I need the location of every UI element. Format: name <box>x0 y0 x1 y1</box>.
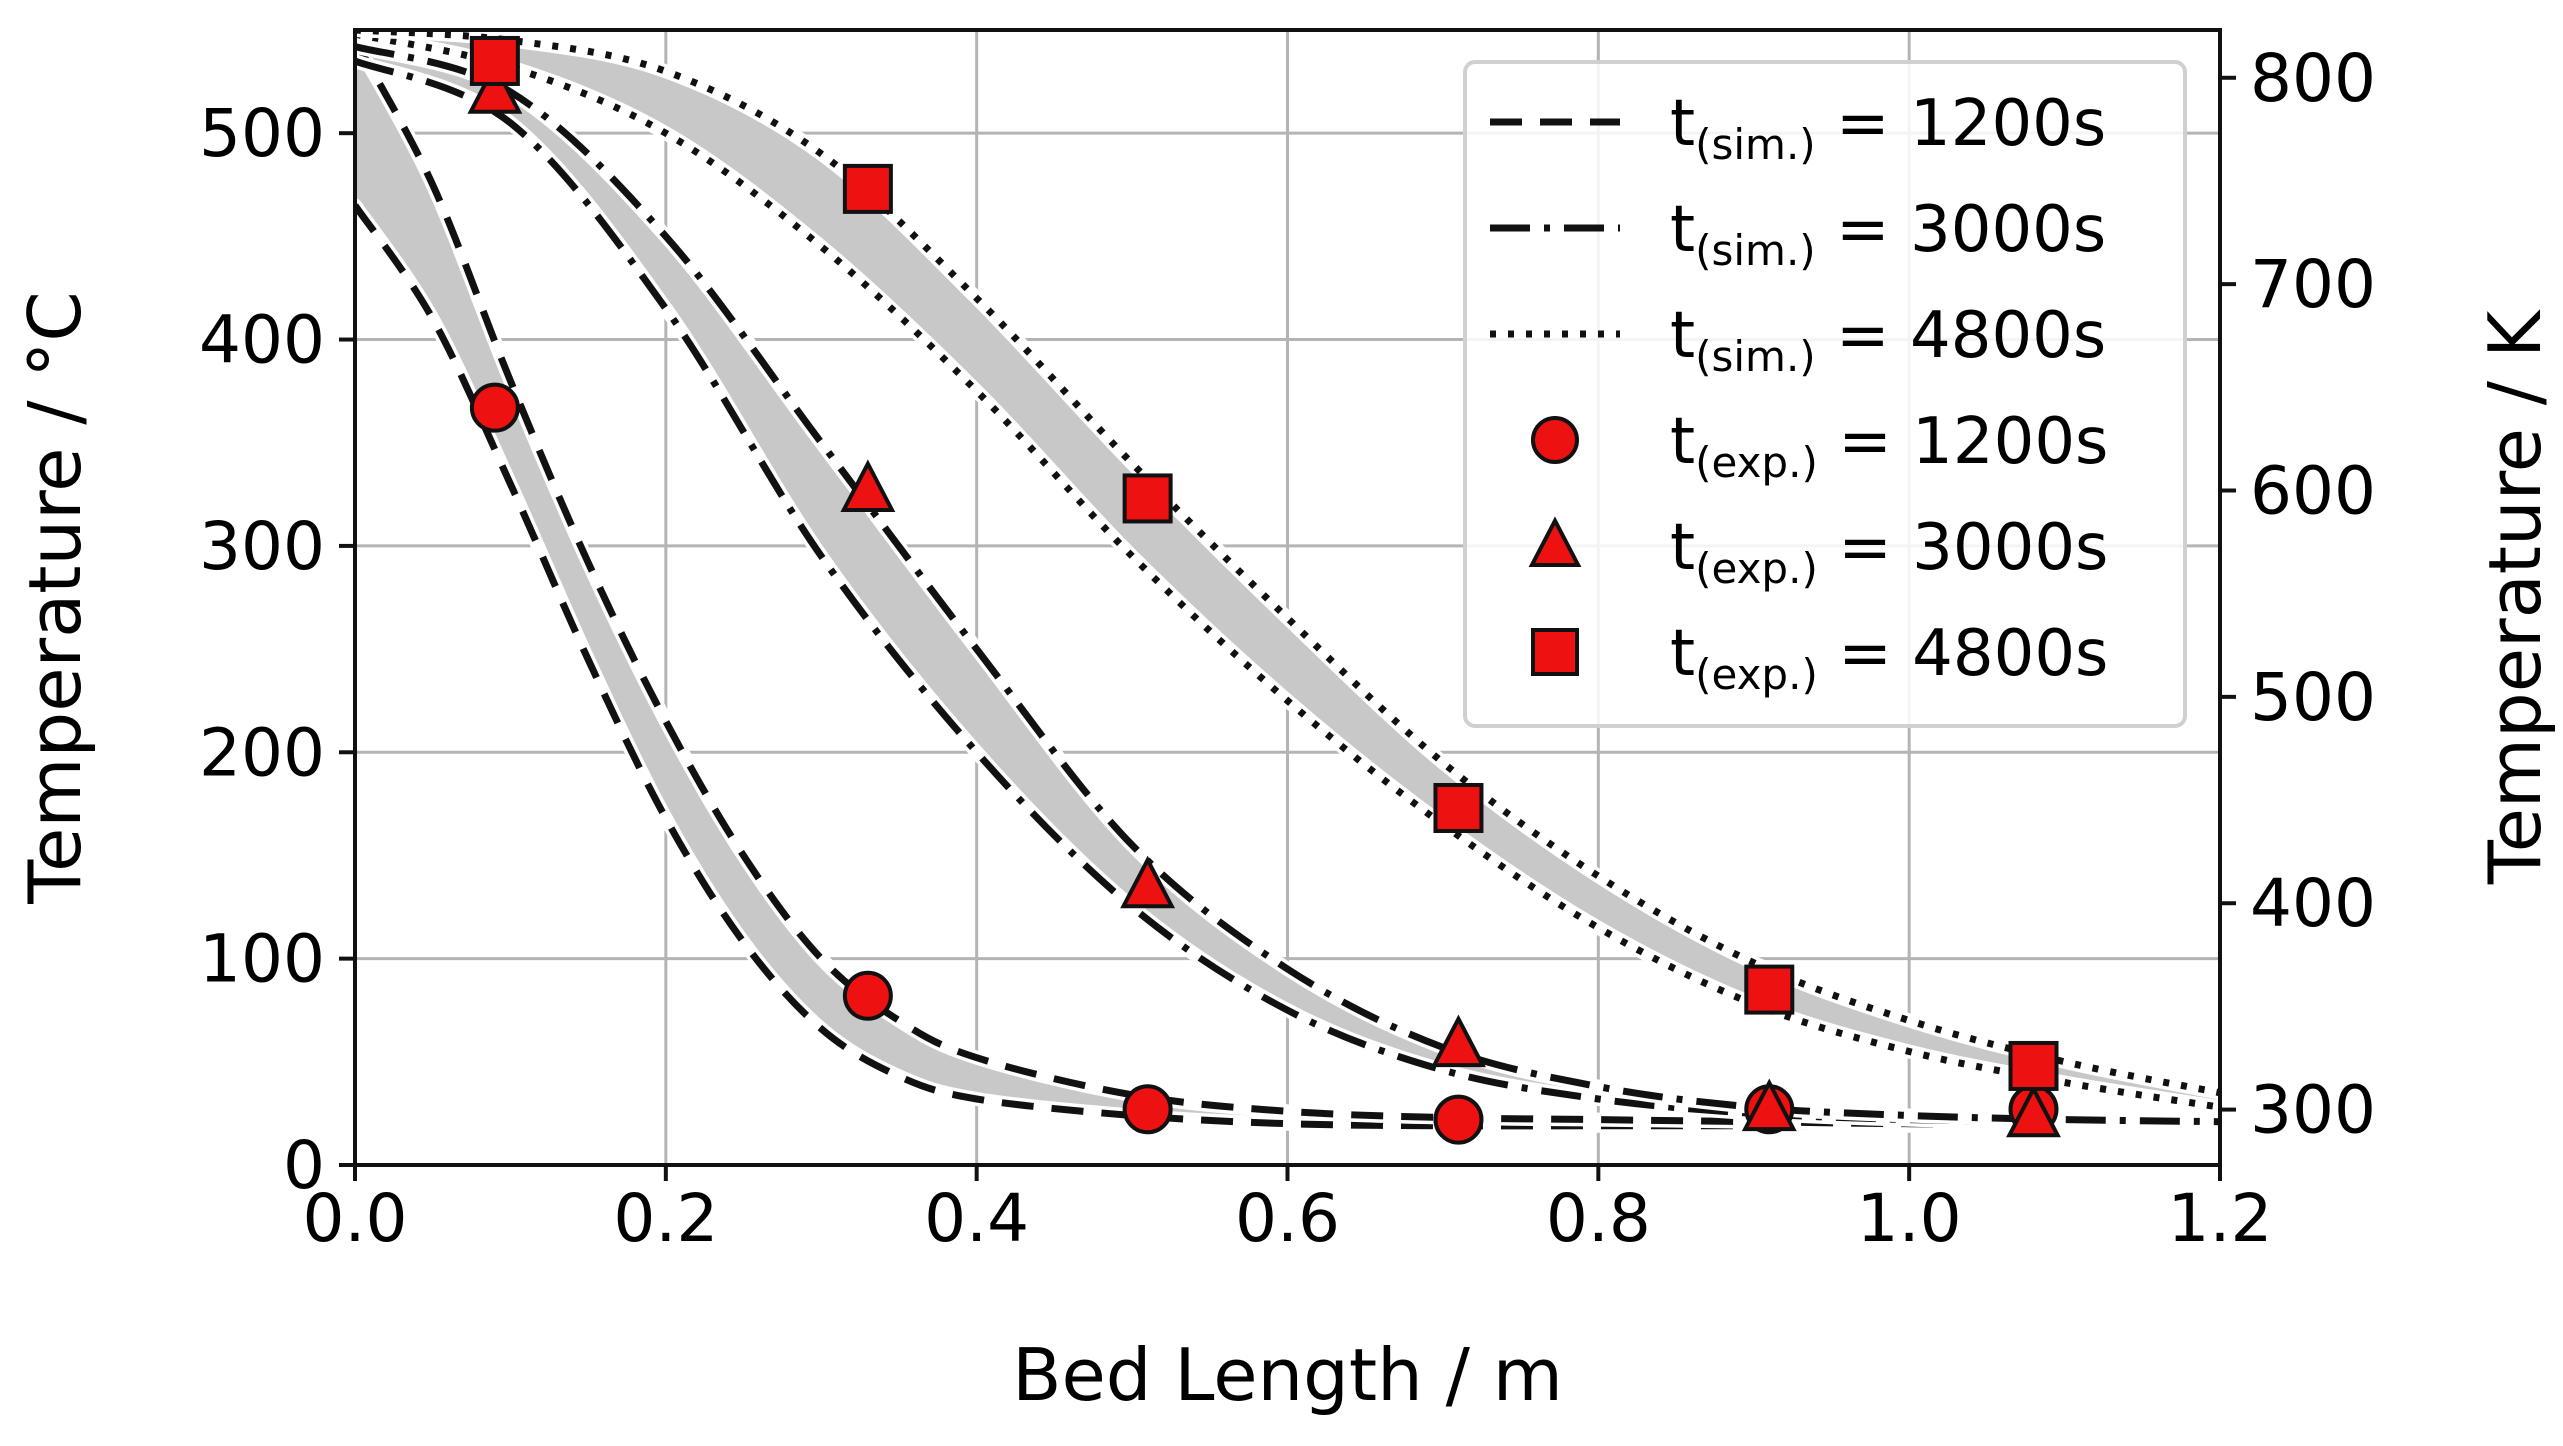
marker-square-5 <box>2008 1040 2059 1091</box>
x-tick-label-2: 0.4 <box>924 1180 1029 1257</box>
y2-tick-label-2: 500 <box>2250 659 2376 736</box>
y-tick-label-3: 300 <box>199 508 325 585</box>
y-axis-label: Temperature / °C <box>13 291 97 904</box>
legend-label-base: t <box>1670 299 1695 373</box>
legend-label-2: t(sim.) = 4800s <box>1670 299 2106 381</box>
legend-marker-square <box>1531 628 1579 676</box>
legend-label-base: t <box>1670 87 1695 161</box>
legend-label-sub: (sim.) <box>1695 332 1816 381</box>
legend-label-rest: = 3000s <box>1818 511 2109 585</box>
band-2-upper-curve <box>355 30 2220 1097</box>
y-tick-label-5: 500 <box>199 95 325 172</box>
legend-box <box>1463 60 2187 728</box>
legend-marker-circle <box>1531 416 1579 464</box>
y2-tick-label-1: 400 <box>2250 865 2376 942</box>
y2-tick-label-5: 800 <box>2250 40 2376 117</box>
marker-circle-0 <box>469 382 520 433</box>
marker-circle-1 <box>842 970 893 1021</box>
marker-triangle-1 <box>840 459 896 513</box>
legend-label-4: t(exp.) = 3000s <box>1670 511 2108 593</box>
marker-circle-2 <box>1122 1084 1173 1135</box>
legend-label-rest: = 1200s <box>1816 87 2107 161</box>
legend-label-base: t <box>1670 405 1695 479</box>
axes: 0.0 0.2 0.4 0.6 0.8 1.0 1.2 0 100 200 300 400 500 300… <box>13 28 2557 1417</box>
y-tick-label-0: 0 <box>283 1127 325 1204</box>
curves <box>355 30 2220 1133</box>
legend-label-rest: = 3000s <box>1816 193 2107 267</box>
legend-label-sub: (exp.) <box>1695 438 1818 487</box>
y2-axis-label: Temperature / K <box>2473 309 2557 885</box>
legend-marker-triangle <box>1528 516 1582 567</box>
marker-square-2 <box>1122 473 1173 524</box>
legend-label-3: t(exp.) = 1200s <box>1670 405 2108 487</box>
y2-tick-label-0: 300 <box>2250 1072 2376 1149</box>
marker-triangle-0 <box>467 61 523 114</box>
x-tick-label-5: 1.0 <box>1857 1180 1962 1257</box>
marker-triangle-2 <box>1120 855 1176 909</box>
legend-label-rest: = 4800s <box>1818 617 2109 691</box>
marker-square-0 <box>469 35 520 86</box>
y2-tick-label-3: 600 <box>2250 453 2376 530</box>
x-tick-label-1: 0.2 <box>613 1180 718 1257</box>
legend-label-sub: (sim.) <box>1695 226 1816 275</box>
legend-label-rest: = 4800s <box>1816 299 2107 373</box>
y-tick-label-4: 400 <box>199 302 325 379</box>
marker-square-1 <box>842 163 893 214</box>
marker-square-3 <box>1433 782 1484 833</box>
marker-circle-3 <box>1433 1094 1484 1145</box>
legend-label-base: t <box>1670 511 1695 585</box>
legend-label-base: t <box>1670 617 1695 691</box>
legend-label-sub: (sim.) <box>1695 120 1816 169</box>
y-tick-label-2: 200 <box>199 714 325 791</box>
x-axis-label: Bed Length / m <box>1012 1333 1563 1417</box>
legend-label-sub: (exp.) <box>1695 544 1818 593</box>
legend-label-0: t(sim.) = 1200s <box>1670 87 2106 169</box>
marker-triangle-3 <box>1431 1014 1486 1068</box>
legend-label-1: t(sim.) = 3000s <box>1670 193 2106 275</box>
x-tick-label-0: 0.0 <box>303 1180 408 1257</box>
legend-label-rest: = 1200s <box>1818 405 2109 479</box>
band-1-upper-curve <box>355 43 2220 1126</box>
x-tick-label-4: 0.8 <box>1546 1180 1651 1257</box>
legend-label-5: t(exp.) = 4800s <box>1670 617 2108 699</box>
markers <box>467 35 2061 1145</box>
x-tick-label-3: 0.6 <box>1235 1180 1340 1257</box>
marker-triangle-5 <box>2006 1084 2061 1138</box>
band-2-lower-halo <box>355 30 2220 1115</box>
legend-label-base: t <box>1670 193 1695 267</box>
y-tick-label-1: 100 <box>199 921 325 998</box>
y2-tick-label-4: 700 <box>2250 246 2376 323</box>
legend-label-sub: (exp.) <box>1695 650 1818 699</box>
marker-triangle-4 <box>1741 1078 1797 1132</box>
marker-square-4 <box>1744 964 1795 1015</box>
x-tick-label-6: 1.2 <box>2168 1180 2273 1257</box>
